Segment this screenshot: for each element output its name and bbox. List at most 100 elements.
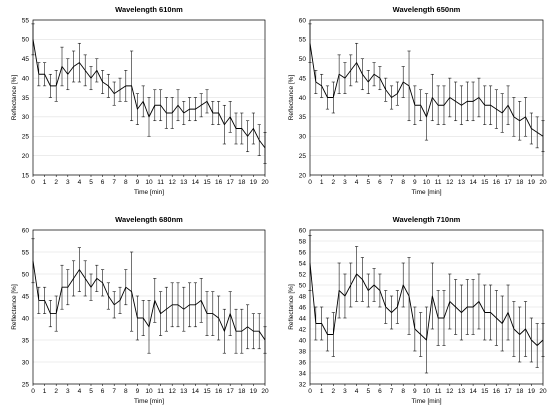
x-tick-label: 18 <box>516 179 524 186</box>
x-tick-label: 20 <box>539 179 547 186</box>
x-tick-label: 11 <box>157 179 164 186</box>
x-tick-label: 19 <box>528 179 536 186</box>
y-tick-label: 55 <box>22 249 30 256</box>
y-tick-label: 34 <box>299 370 307 377</box>
series-line <box>309 262 544 346</box>
y-tick-label: 50 <box>22 271 30 278</box>
x-tick-label: 10 <box>423 179 431 186</box>
x-tick-label: 16 <box>215 179 223 186</box>
y-tick-label: 56 <box>299 249 307 256</box>
x-tick-label: 0 <box>31 179 35 186</box>
x-tick-label: 20 <box>261 179 269 186</box>
x-tick-label: 11 <box>157 388 164 395</box>
x-tick-label: 10 <box>423 388 431 395</box>
y-tick-label: 60 <box>299 227 307 234</box>
x-tick-label: 0 <box>308 388 312 395</box>
y-tick-label: 50 <box>299 282 307 289</box>
y-tick-label: 25 <box>22 134 30 141</box>
y-tick-label: 55 <box>299 37 307 44</box>
x-tick-label: 2 <box>331 388 335 395</box>
x-axis-label: Time [min] <box>411 189 441 196</box>
chart-title: Wavelength 610nm <box>115 5 183 14</box>
x-tick-label: 16 <box>493 388 501 395</box>
x-tick-label: 14 <box>469 179 477 186</box>
x-tick-label: 8 <box>124 179 128 186</box>
y-axis-label: Reflectance [%] <box>11 75 18 121</box>
x-tick-label: 18 <box>238 179 246 186</box>
y-tick-label: 32 <box>299 381 307 388</box>
x-tick-label: 7 <box>390 179 394 186</box>
x-tick-label: 16 <box>493 179 501 186</box>
x-tick-label: 18 <box>516 388 524 395</box>
x-tick-label: 14 <box>469 388 477 395</box>
x-tick-label: 9 <box>413 388 417 395</box>
y-tick-label: 55 <box>22 17 30 24</box>
series-line <box>309 43 544 137</box>
x-tick-label: 12 <box>169 179 177 186</box>
x-tick-label: 7 <box>390 388 394 395</box>
y-tick-label: 35 <box>299 114 307 121</box>
y-tick-label: 58 <box>299 238 307 245</box>
x-tick-label: 17 <box>504 179 512 186</box>
y-tick-label: 52 <box>299 271 307 278</box>
x-tick-label: 11 <box>435 388 442 395</box>
y-axis-label: Reflectance [%] <box>288 284 295 330</box>
x-tick-label: 1 <box>43 179 47 186</box>
x-tick-label: 14 <box>192 179 200 186</box>
plot-frame <box>309 19 544 176</box>
x-tick-label: 15 <box>481 179 489 186</box>
x-tick-label: 18 <box>238 388 246 395</box>
y-axis-label: Reflectance [%] <box>288 75 295 121</box>
x-tick-label: 2 <box>331 179 335 186</box>
x-tick-label: 4 <box>355 388 359 395</box>
y-tick-label: 30 <box>299 134 307 141</box>
y-tick-label: 45 <box>22 56 30 63</box>
y-tick-label: 25 <box>299 153 307 160</box>
x-tick-label: 5 <box>89 388 93 395</box>
y-tick-label: 35 <box>22 337 30 344</box>
y-tick-label: 54 <box>299 260 307 267</box>
x-tick-label: 10 <box>145 388 153 395</box>
plot-frame <box>32 229 266 385</box>
series-1 <box>31 238 267 354</box>
series-line <box>32 39 266 149</box>
x-tick-label: 14 <box>192 388 200 395</box>
x-tick-label: 12 <box>169 388 177 395</box>
x-tick-label: 0 <box>308 179 312 186</box>
x-tick-label: 7 <box>112 179 116 186</box>
x-tick-label: 0 <box>31 388 35 395</box>
x-tick-label: 11 <box>435 179 442 186</box>
x-tick-label: 1 <box>43 388 47 395</box>
y-tick-label: 38 <box>299 348 307 355</box>
chart-title: Wavelength 680nm <box>115 215 183 224</box>
y-tick-label: 60 <box>22 227 30 234</box>
x-tick-label: 5 <box>366 388 370 395</box>
x-tick-label: 4 <box>78 179 82 186</box>
x-tick-label: 15 <box>203 179 211 186</box>
x-tick-label: 9 <box>136 179 140 186</box>
series-1 <box>308 235 545 374</box>
x-tick-label: 17 <box>504 388 512 395</box>
x-tick-label: 13 <box>180 179 188 186</box>
plot-frame <box>309 229 544 385</box>
x-tick-label: 15 <box>203 388 211 395</box>
x-tick-label: 6 <box>101 388 105 395</box>
x-tick-label: 19 <box>528 388 536 395</box>
x-tick-label: 6 <box>378 179 382 186</box>
y-tick-label: 36 <box>299 359 307 366</box>
y-tick-label: 50 <box>22 37 30 44</box>
y-tick-label: 40 <box>299 337 307 344</box>
y-tick-label: 35 <box>22 95 30 102</box>
x-axis-label: Time [min] <box>134 398 164 405</box>
y-tick-label: 40 <box>22 315 30 322</box>
x-tick-label: 1 <box>320 388 324 395</box>
y-tick-label: 45 <box>299 75 307 82</box>
y-tick-label: 44 <box>299 315 307 322</box>
y-tick-label: 45 <box>22 293 30 300</box>
x-tick-label: 3 <box>66 388 70 395</box>
x-tick-label: 13 <box>458 179 466 186</box>
plot-frame <box>32 19 266 176</box>
x-tick-label: 8 <box>124 388 128 395</box>
